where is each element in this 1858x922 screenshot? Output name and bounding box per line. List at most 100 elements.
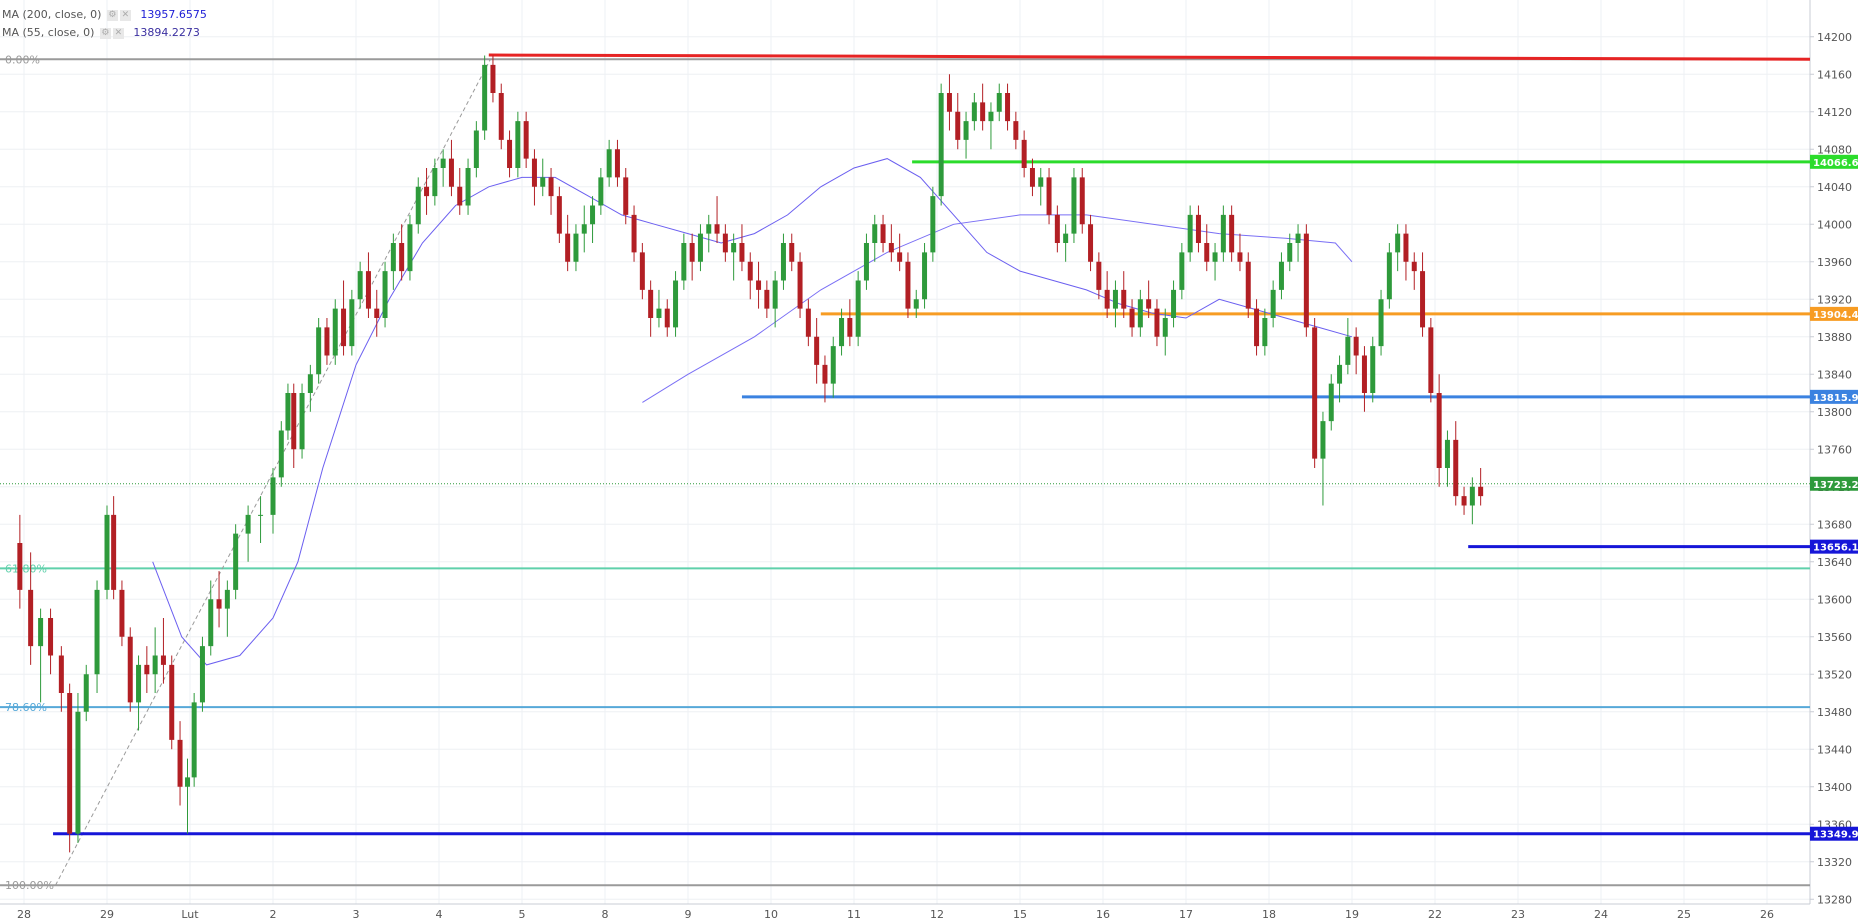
candle-body <box>1146 299 1152 309</box>
candle-body <box>1029 168 1035 187</box>
candle-body <box>285 393 291 431</box>
candle <box>349 289 355 356</box>
candle <box>581 205 587 253</box>
candle <box>94 580 100 693</box>
candle <box>1287 233 1293 272</box>
candle <box>1038 168 1044 206</box>
candle-body <box>1262 318 1268 347</box>
settings-icon[interactable]: ⚙ <box>99 27 111 39</box>
candle <box>847 299 853 347</box>
close-icon[interactable]: ✕ <box>119 9 131 21</box>
candle <box>764 280 770 318</box>
candle-body <box>407 224 413 272</box>
candle-body <box>830 346 836 384</box>
candle <box>208 580 214 656</box>
candle-body <box>565 233 571 262</box>
candle <box>756 261 762 309</box>
candle-body <box>946 93 952 112</box>
candle-body <box>756 280 762 290</box>
candle <box>17 514 23 609</box>
candle-body <box>1353 336 1359 356</box>
candle <box>731 233 737 281</box>
candle <box>1071 168 1077 243</box>
y-tick-label: 14080 <box>1817 143 1852 156</box>
candle-body <box>623 177 629 215</box>
candle-body <box>1063 233 1069 243</box>
candle <box>144 646 150 693</box>
candle <box>1345 318 1351 375</box>
candle-body <box>548 177 554 197</box>
candle-body <box>1154 308 1160 337</box>
support-resistance-line <box>488 53 1811 61</box>
candle-body <box>1287 243 1293 262</box>
candle <box>332 299 338 365</box>
x-tick-label: 25 <box>1677 908 1691 921</box>
candle <box>1212 243 1218 281</box>
candle-body <box>855 280 861 337</box>
candle-body <box>639 252 645 290</box>
legend-label-ma55: MA (55, close, 0) <box>2 26 95 39</box>
candle-body <box>1411 261 1417 272</box>
candle <box>531 149 537 206</box>
candle-body <box>245 514 251 534</box>
candle-body <box>955 111 961 140</box>
candle <box>245 505 251 562</box>
x-tick-label: 24 <box>1594 908 1608 921</box>
candle-body <box>473 130 479 168</box>
candle-body <box>67 693 73 834</box>
candle-body <box>1171 289 1177 318</box>
candle <box>872 214 878 262</box>
candle-body <box>1403 233 1409 262</box>
candle-body <box>1013 121 1019 140</box>
candle-body <box>191 702 197 778</box>
candle-body <box>673 280 679 328</box>
price-tag-box <box>1810 476 1858 491</box>
y-tick-label: 13600 <box>1817 593 1852 606</box>
y-tick-label: 13800 <box>1817 406 1852 419</box>
candle-body <box>814 336 820 365</box>
candle <box>1054 205 1060 253</box>
candle-body <box>278 430 284 478</box>
candle <box>1262 308 1268 356</box>
candle-body <box>681 243 687 281</box>
ma-legend: MA (200, close, 0) ⚙ ✕ 13957.6575 MA (55,… <box>2 8 207 39</box>
candle <box>664 299 670 337</box>
candle <box>58 646 64 712</box>
y-tick-label: 14160 <box>1817 68 1852 81</box>
price-tag-label: 13904.4 <box>1813 310 1858 321</box>
candle-body <box>160 655 166 665</box>
candle-body <box>1453 439 1459 497</box>
x-tick-label: 26 <box>1760 908 1774 921</box>
candle-body <box>144 664 150 675</box>
candle-body <box>1428 327 1434 393</box>
x-tick-label: Lut <box>181 908 199 921</box>
candle-body <box>216 599 222 609</box>
candle-body <box>415 186 421 225</box>
candle <box>1254 299 1260 356</box>
candle <box>955 93 961 150</box>
levels-layer <box>53 53 1811 836</box>
candle-body <box>930 196 936 253</box>
candle <box>1337 355 1343 403</box>
candle-body <box>1303 233 1309 328</box>
candle-body <box>598 177 604 206</box>
candle <box>1386 243 1392 309</box>
candle <box>127 627 133 712</box>
candle <box>681 233 687 290</box>
candle <box>1403 224 1409 281</box>
close-icon[interactable]: ✕ <box>112 27 124 39</box>
candle-body <box>971 102 977 122</box>
x-tick-label: 8 <box>602 908 609 921</box>
candle-body <box>913 299 919 309</box>
price-tag-label: 13349.9 <box>1813 830 1858 841</box>
candle-body <box>1337 364 1343 384</box>
legend-row-ma200: MA (200, close, 0) ⚙ ✕ 13957.6575 <box>2 8 207 21</box>
candle-body <box>1295 233 1301 243</box>
candle <box>888 224 894 262</box>
candle-body <box>664 308 670 328</box>
candle <box>465 158 471 215</box>
candle-body <box>1005 93 1011 122</box>
candle <box>1088 214 1094 272</box>
settings-icon[interactable]: ⚙ <box>106 9 118 21</box>
